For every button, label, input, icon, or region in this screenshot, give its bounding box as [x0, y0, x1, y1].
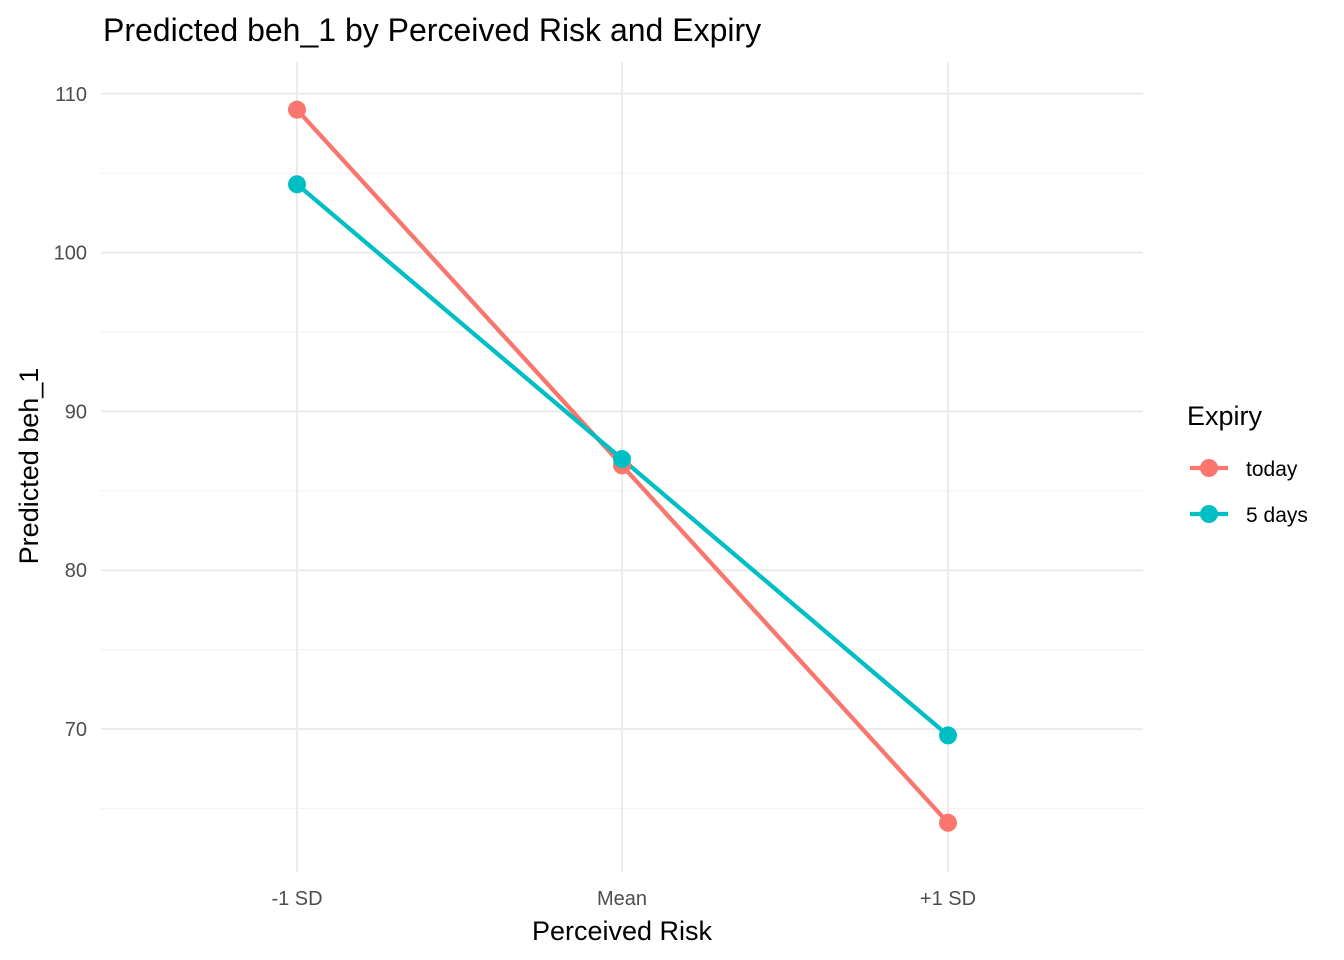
legend-key-point: [1200, 459, 1218, 477]
x-tick-label: -1 SD: [271, 888, 322, 910]
y-tick-label: 80: [65, 560, 87, 582]
series-points: [288, 100, 957, 832]
legend-items: today 5 days: [1190, 458, 1308, 527]
y-tick-label: 110: [55, 84, 87, 106]
y-axis-ticks: 70 80 90 100 110: [54, 84, 87, 741]
legend-label: 5 days: [1246, 504, 1308, 527]
x-axis-title: Perceived Risk: [532, 916, 713, 946]
x-tick-label: Mean: [597, 888, 647, 910]
data-point: [939, 813, 957, 832]
data-point: [939, 726, 957, 745]
y-axis-title: Predicted beh_1: [14, 368, 44, 565]
data-point: [613, 450, 631, 469]
y-tick-label: 90: [65, 401, 87, 423]
x-tick-label: +1 SD: [920, 888, 976, 910]
data-point: [288, 175, 306, 194]
chart-title: Predicted beh_1 by Perceived Risk and Ex…: [103, 12, 761, 48]
data-point: [288, 100, 306, 119]
x-axis-ticks: -1 SD Mean +1 SD: [271, 888, 976, 910]
legend-title: Expiry: [1187, 401, 1263, 431]
legend-key-point: [1200, 505, 1218, 523]
y-tick-label: 100: [54, 243, 87, 265]
y-tick-label: 70: [65, 719, 87, 741]
legend-label: today: [1246, 458, 1298, 481]
legend: Expiry today 5 days: [1187, 401, 1308, 527]
